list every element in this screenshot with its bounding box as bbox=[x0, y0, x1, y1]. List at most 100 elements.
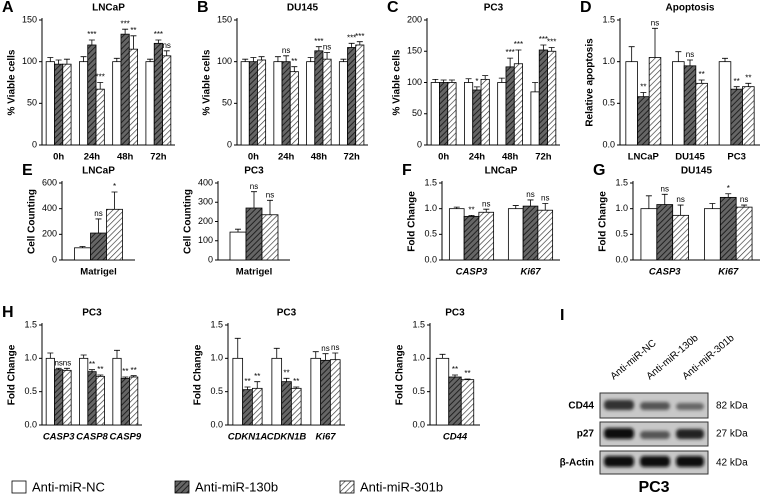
y-tick-label: 1.0 bbox=[210, 353, 223, 363]
y-tick-label: 0.0 bbox=[412, 419, 425, 429]
x-tick-label: 0h bbox=[248, 152, 259, 163]
y-axis-label: % Viable cells bbox=[7, 49, 18, 115]
significance-label: ns bbox=[282, 46, 290, 55]
error-bar bbox=[483, 208, 490, 213]
bar bbox=[347, 47, 357, 146]
bar bbox=[229, 231, 247, 261]
error-bar bbox=[88, 39, 95, 45]
y-axis-label: Fold Change bbox=[7, 344, 18, 405]
x-tick-label: CASP3 bbox=[649, 267, 681, 278]
bar bbox=[281, 381, 292, 426]
significance-label: *** bbox=[355, 32, 364, 41]
error-bar bbox=[250, 57, 257, 62]
significance-label: *** bbox=[505, 48, 514, 57]
bar bbox=[54, 63, 64, 146]
panel-letter: F bbox=[402, 162, 412, 179]
y-tick-label: 0.5 bbox=[615, 229, 628, 239]
error-bar bbox=[63, 58, 70, 65]
bar bbox=[153, 42, 163, 146]
significance-label: ns bbox=[162, 41, 170, 50]
error-bar bbox=[464, 378, 471, 380]
y-tick-label: 100 bbox=[198, 235, 213, 245]
error-bar bbox=[235, 228, 241, 233]
error-bar bbox=[741, 204, 748, 208]
legend-swatch bbox=[339, 480, 355, 494]
x-tick-label: 0h bbox=[438, 152, 449, 163]
significance-label: ** bbox=[89, 360, 95, 369]
significance-label: *** bbox=[96, 73, 105, 82]
error-bar bbox=[95, 218, 102, 234]
error-bar bbox=[283, 55, 290, 62]
x-tick-label: CASP3 bbox=[456, 267, 488, 278]
significance-label: ns bbox=[54, 358, 62, 367]
error-bar bbox=[698, 79, 705, 84]
y-axis-label: Cell Counting bbox=[183, 189, 194, 254]
y-tick-label: 50 bbox=[27, 98, 37, 108]
significance-label: *** bbox=[120, 19, 129, 28]
blot-size: 82 kDa bbox=[716, 401, 748, 412]
significance-label: ** bbox=[130, 26, 136, 35]
panel-letter: C bbox=[387, 0, 399, 16]
error-bar bbox=[130, 35, 137, 50]
error-bar bbox=[527, 199, 534, 207]
error-bar bbox=[163, 50, 170, 56]
x-tick-label: 24h bbox=[84, 152, 101, 163]
significance-label: ** bbox=[699, 70, 705, 79]
bar bbox=[45, 357, 55, 426]
x-tick-label: Ki67 bbox=[315, 432, 336, 443]
y-tick-label: 1.5 bbox=[24, 319, 37, 329]
error-bar bbox=[512, 205, 519, 209]
significance-label: ns bbox=[94, 209, 102, 218]
chart-title: PC3 bbox=[484, 3, 504, 14]
y-tick-label: 200 bbox=[198, 216, 213, 226]
error-bar bbox=[340, 58, 347, 62]
error-bar bbox=[448, 79, 455, 83]
blot-protein: CD44 bbox=[568, 401, 594, 412]
bar bbox=[257, 59, 267, 146]
chart-title: PC3 bbox=[277, 308, 297, 319]
bar bbox=[447, 82, 457, 146]
chart-title: PC3 bbox=[244, 166, 264, 177]
bar bbox=[448, 208, 465, 261]
bar bbox=[45, 61, 55, 146]
legend-label: Anti-miR-130b bbox=[195, 479, 278, 494]
y-tick-label: 1.5 bbox=[424, 177, 437, 187]
bar bbox=[289, 71, 299, 146]
error-bar bbox=[439, 353, 446, 359]
y-tick-label: 50 bbox=[222, 98, 232, 108]
y-tick-label: 0.0 bbox=[24, 419, 37, 429]
y-tick-label: 0.5 bbox=[424, 229, 437, 239]
error-bar bbox=[47, 352, 54, 359]
bar bbox=[145, 61, 155, 146]
chart-title: PC3 bbox=[445, 308, 465, 319]
significance-label: ** bbox=[283, 368, 289, 377]
error-bar bbox=[468, 214, 475, 217]
bar bbox=[719, 196, 737, 261]
bar bbox=[695, 82, 708, 146]
x-tick-label: 48h bbox=[117, 152, 134, 163]
bar bbox=[245, 207, 263, 261]
y-tick-label: 1.5 bbox=[602, 14, 615, 24]
chart-title: LNCaP bbox=[92, 3, 125, 14]
bar bbox=[242, 389, 253, 426]
panel-letter: A bbox=[2, 0, 14, 16]
bar bbox=[672, 214, 689, 261]
significance-label: ns bbox=[676, 195, 684, 204]
bar bbox=[112, 357, 122, 426]
x-tick-label: Ki67 bbox=[520, 267, 541, 278]
error-bar bbox=[725, 193, 732, 198]
significance-label: ns bbox=[482, 199, 490, 208]
chart-title: DU145 bbox=[287, 3, 319, 14]
bar bbox=[742, 86, 755, 146]
legend-label: Anti-miR-301b bbox=[360, 479, 443, 494]
significance-label: ** bbox=[468, 205, 474, 214]
blot-protein: p27 bbox=[577, 429, 595, 440]
bar bbox=[355, 44, 365, 146]
error-bar bbox=[113, 57, 120, 62]
bar bbox=[522, 205, 539, 261]
legend-swatch bbox=[11, 480, 27, 494]
error-bar bbox=[452, 374, 458, 377]
panel-letter: E bbox=[22, 162, 33, 179]
panel-letter: H bbox=[2, 304, 14, 321]
